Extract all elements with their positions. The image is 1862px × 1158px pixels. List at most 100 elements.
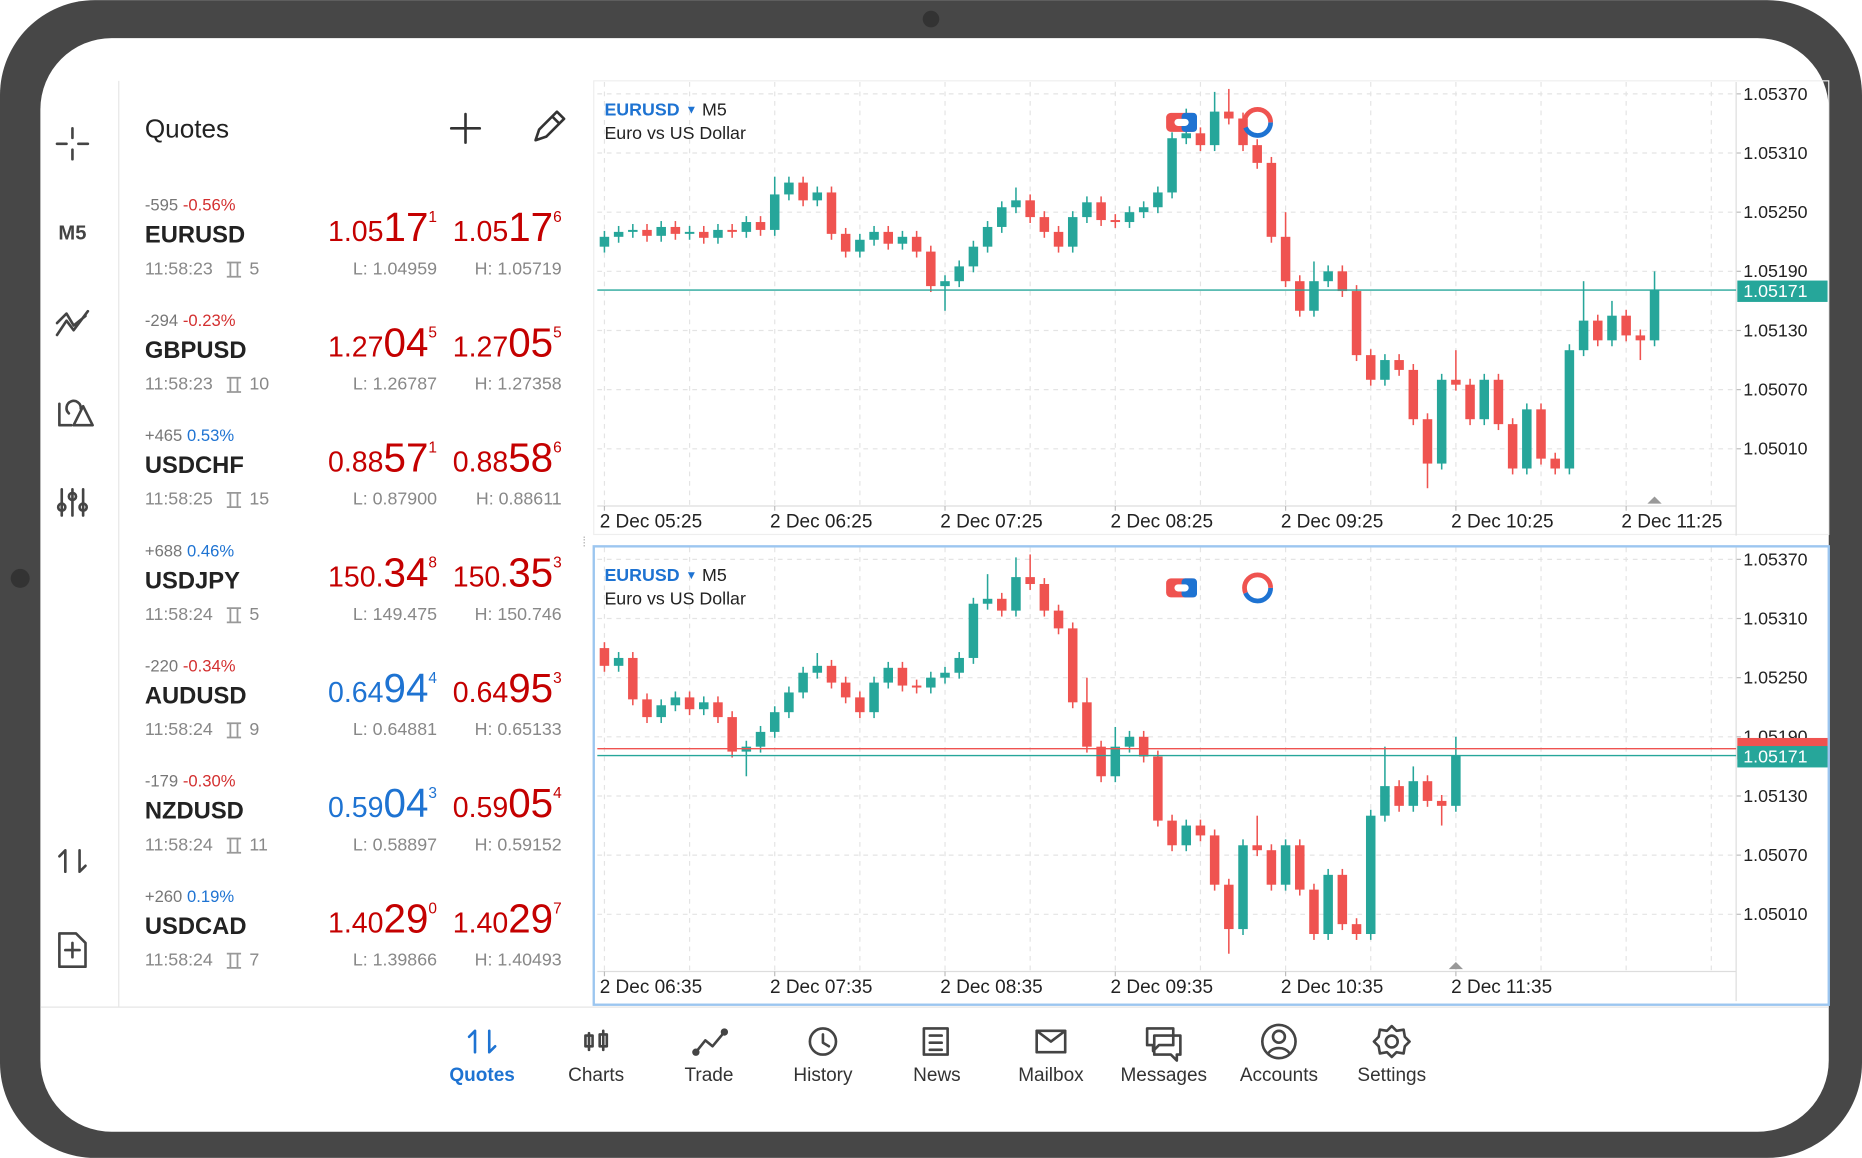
candle-body [670, 697, 681, 706]
high: H: 0.88611 [476, 489, 562, 509]
x-tick-label: 2 Dec 05:25 [600, 512, 702, 533]
x-tick-label: 2 Dec 11:35 [1451, 977, 1552, 998]
bid-prefix: 1.27 [328, 331, 383, 363]
symbol: USDJPY [145, 567, 240, 594]
ask-prefix: 1.05 [453, 216, 508, 248]
candle-body [926, 677, 936, 688]
candle-body [1266, 850, 1277, 885]
nav-tab[interactable]: Charts [568, 1065, 624, 1086]
candle-body [1337, 271, 1348, 292]
symbol: AUDUSD [145, 682, 247, 709]
spread-icon [226, 952, 242, 969]
trade-icon-half [1181, 578, 1197, 598]
timeframe-button[interactable]: M5 [58, 222, 86, 244]
y-tick-label: 1.05250 [1743, 202, 1807, 222]
crosshair-icon[interactable] [55, 127, 90, 161]
candle-body [1408, 369, 1419, 420]
bid-tag-label: 1.05171 [1743, 747, 1807, 767]
new-order-icon[interactable] [58, 932, 87, 969]
candle-body [911, 236, 922, 252]
candle-body [784, 692, 794, 713]
high: H: 1.05719 [475, 258, 562, 278]
candle-body [670, 226, 681, 234]
candle-body [869, 231, 879, 240]
edit-button[interactable] [534, 110, 566, 142]
candle-body [1465, 384, 1475, 420]
y-tick-label: 1.05370 [1743, 84, 1807, 104]
sort-icon[interactable] [58, 849, 87, 874]
spread-icon [226, 607, 242, 624]
objects-icon[interactable] [58, 399, 94, 427]
change-line: -179 -0.30% [145, 772, 236, 791]
change-points: -595 [145, 196, 178, 215]
change-points: +260 [145, 887, 182, 906]
indicators-icon[interactable] [55, 309, 90, 337]
candle-body [840, 682, 851, 698]
bid-pips: 17 [384, 204, 429, 250]
spread: 5 [249, 604, 259, 624]
screen [40, 38, 1829, 1132]
candle-body [1209, 835, 1220, 885]
nav-tab[interactable]: Mailbox [1018, 1065, 1084, 1086]
candle-body [684, 231, 695, 234]
candle-body [1564, 350, 1575, 469]
candle-body [1323, 874, 1333, 935]
nav-tab[interactable]: History [793, 1065, 853, 1086]
candle-body [1053, 610, 1064, 629]
candle-body [1153, 756, 1163, 821]
x-tick-label: 2 Dec 10:25 [1451, 512, 1553, 533]
y-tick-label: 1.05250 [1743, 668, 1807, 688]
nav-tab[interactable]: Settings [1357, 1065, 1426, 1086]
change-points: -294 [145, 311, 178, 330]
candle-body [642, 229, 652, 236]
last-bar-marker [1448, 961, 1463, 970]
nav-tab[interactable]: Quotes [449, 1065, 514, 1086]
candle-body [613, 657, 624, 666]
candle-body [599, 236, 610, 247]
ask-price: 1.27055 [453, 319, 562, 365]
nav-tab[interactable]: News [913, 1065, 961, 1086]
bid-price: 1.40290 [328, 895, 437, 941]
x-tick-label: 2 Dec 07:35 [770, 977, 872, 998]
ask-prefix: 0.64 [453, 677, 509, 709]
candle-body [1025, 577, 1035, 585]
candle-body [1195, 825, 1206, 836]
candle-body [1593, 320, 1603, 341]
trade-icon-dot [1174, 118, 1189, 126]
nav-tab[interactable]: Accounts [1240, 1065, 1318, 1086]
high: H: 1.40493 [475, 949, 562, 969]
symbol: USDCHF [145, 452, 244, 479]
nav-tab[interactable]: Messages [1120, 1065, 1207, 1086]
candle-body [954, 657, 964, 673]
candle-body [1252, 145, 1262, 163]
candle-body [699, 702, 709, 710]
nav-tab[interactable]: Trade [684, 1065, 733, 1086]
candle-body [755, 222, 766, 230]
settings-sliders-icon[interactable] [56, 488, 88, 517]
one-click-icon-red [1242, 572, 1273, 604]
ask-prefix: 0.88 [453, 447, 508, 479]
chart-symbol[interactable]: EURUSD [604, 99, 679, 119]
candle-body [713, 702, 723, 718]
bid-point: 3 [428, 785, 437, 802]
change-percent: -0.23% [183, 311, 236, 330]
add-symbol-button[interactable] [449, 112, 482, 144]
candle-body [1181, 825, 1192, 846]
candle-body [1451, 379, 1461, 385]
candle-body [1365, 355, 1376, 380]
candle-body [1394, 786, 1404, 806]
splitter-handle[interactable]: ⁞ [582, 535, 586, 551]
candle-body [1195, 133, 1206, 146]
ask-price: 150.353 [453, 550, 562, 596]
chart-symbol[interactable]: EURUSD [604, 565, 679, 585]
candle-body [1380, 360, 1390, 380]
candle-body [826, 192, 837, 234]
spread-icon [226, 837, 242, 854]
